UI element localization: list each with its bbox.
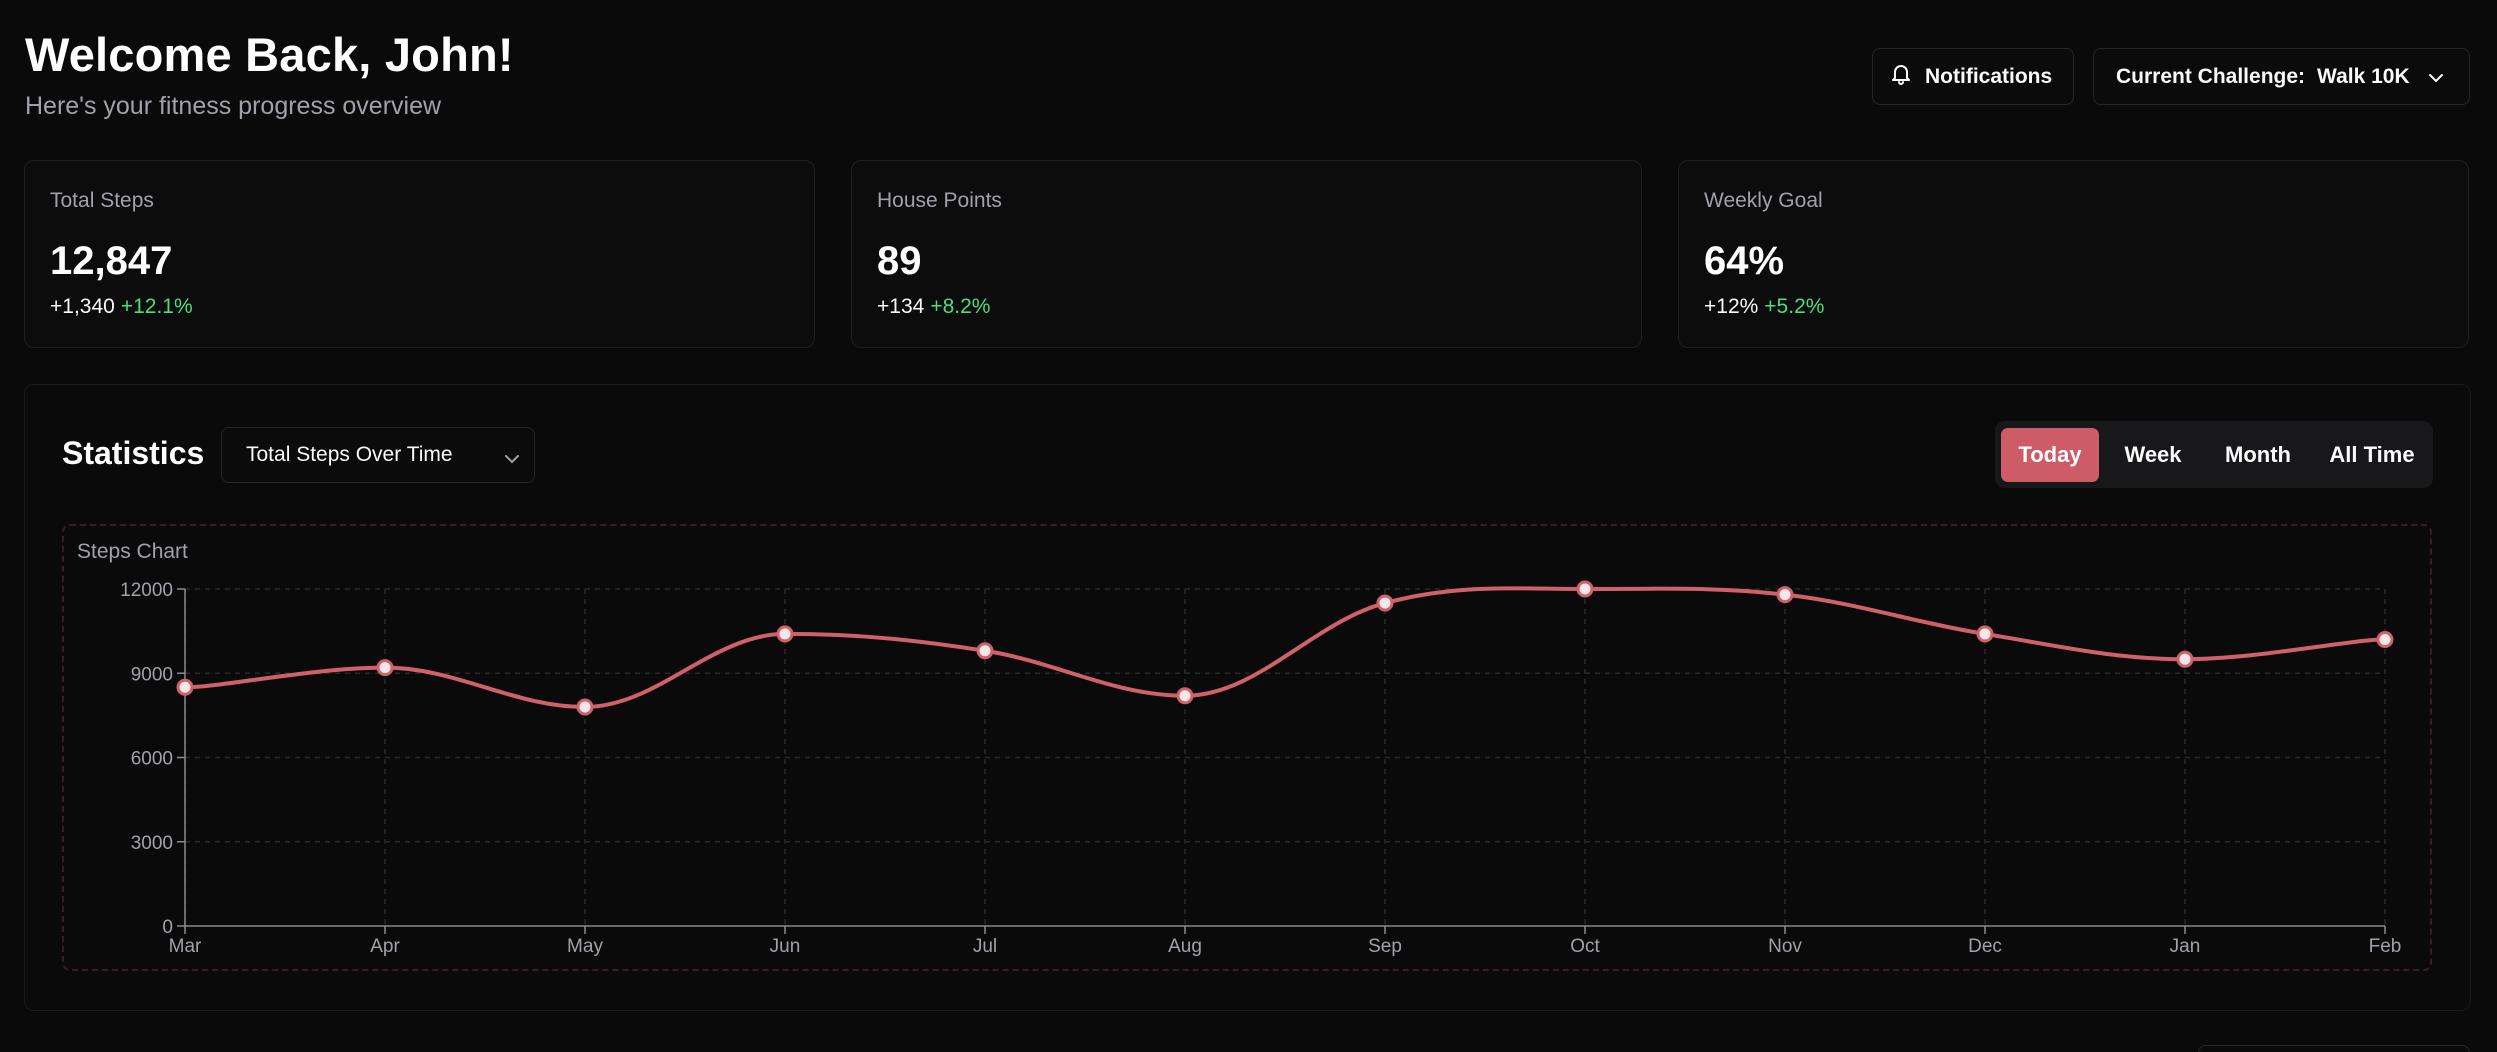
card-delta-abs: +1,340 xyxy=(50,295,115,318)
data-point[interactable] xyxy=(976,642,994,660)
current-challenge-dropdown[interactable]: Current Challenge: Walk 10K xyxy=(2093,48,2470,105)
challenge-value: Walk 10K xyxy=(2317,64,2410,88)
time-range-tabs: Today Week Month All Time xyxy=(1995,421,2433,488)
chart-container xyxy=(62,524,2432,971)
y-tick-label: 9000 xyxy=(131,664,173,685)
bell-icon xyxy=(1891,63,1911,91)
x-tick-label: Sep xyxy=(1368,936,1402,957)
x-tick-label: Jul xyxy=(973,936,997,957)
tab-all-time[interactable]: All Time xyxy=(2329,441,2415,467)
data-point[interactable] xyxy=(1776,586,1794,604)
x-tick-label: May xyxy=(567,936,603,957)
notifications-label: Notifications xyxy=(1925,64,2053,88)
series-line xyxy=(184,586,2386,709)
statistics-panel xyxy=(24,384,2471,1011)
data-point[interactable] xyxy=(1576,580,1594,598)
card-weekly-goal: Weekly Goal 64% +12% +5.2% xyxy=(1678,160,2469,348)
card-label: House Points xyxy=(877,189,1002,212)
card-delta: +12% +5.2% xyxy=(1704,295,1824,319)
card-delta-pct: +8.2% xyxy=(930,295,991,318)
data-point[interactable] xyxy=(776,625,794,643)
card-label: Total Steps xyxy=(50,189,154,212)
card-delta-abs: +134 xyxy=(877,295,925,318)
tab-week[interactable]: Week xyxy=(2124,441,2182,467)
tab-today[interactable]: Today xyxy=(2001,427,2099,482)
data-point[interactable] xyxy=(1376,594,1394,612)
x-tick-label: Nov xyxy=(1768,936,1802,957)
y-tick-label: 3000 xyxy=(131,833,173,854)
chevron-down-icon xyxy=(2428,65,2444,89)
challenge-prefix: Current Challenge: xyxy=(2116,64,2306,88)
tab-month[interactable]: Month xyxy=(2225,441,2291,467)
data-point[interactable] xyxy=(1176,687,1194,705)
x-tick-label: Jan xyxy=(2170,936,2201,957)
x-tick-label: Feb xyxy=(2369,936,2402,957)
statistics-title: Statistics xyxy=(62,435,205,471)
y-tick-label: 12000 xyxy=(120,580,173,601)
card-delta-pct: +5.2% xyxy=(1764,295,1825,318)
data-point[interactable] xyxy=(2376,631,2394,649)
page-subtitle: Here's your fitness progress overview xyxy=(25,92,442,120)
y-tick-label: 0 xyxy=(162,917,173,938)
card-value: 12,847 xyxy=(50,239,173,283)
card-delta-abs: +12% xyxy=(1704,295,1759,318)
data-point[interactable] xyxy=(1976,625,1994,643)
card-delta-pct: +12.1% xyxy=(120,295,193,318)
x-tick-label: Dec xyxy=(1968,936,2002,957)
card-house-points: House Points 89 +134 +8.2% xyxy=(851,160,1642,348)
metric-select-value: Total Steps Over Time xyxy=(246,443,453,466)
chart-title: Steps Chart xyxy=(77,540,188,563)
chevron-down-icon xyxy=(504,446,520,470)
data-point[interactable] xyxy=(2176,650,2194,668)
data-point[interactable] xyxy=(576,698,594,716)
notifications-button[interactable]: Notifications xyxy=(1872,48,2074,105)
card-delta: +134 +8.2% xyxy=(877,295,990,319)
x-tick-label: Mar xyxy=(169,936,202,957)
metric-select[interactable]: Total Steps Over Time xyxy=(221,427,535,483)
data-point[interactable] xyxy=(176,678,194,696)
card-label: Weekly Goal xyxy=(1704,189,1823,212)
card-total-steps: Total Steps 12,847 +1,340 +12.1% xyxy=(24,160,815,348)
data-point[interactable] xyxy=(376,659,394,677)
partial-element xyxy=(2198,1045,2470,1052)
x-tick-label: Aug xyxy=(1168,936,1202,957)
card-value: 64% xyxy=(1704,239,1785,283)
x-tick-label: Apr xyxy=(370,936,400,957)
card-delta: +1,340 +12.1% xyxy=(50,295,193,319)
x-tick-label: Jun xyxy=(770,936,801,957)
y-tick-label: 6000 xyxy=(131,749,173,770)
x-tick-label: Oct xyxy=(1570,936,1600,957)
card-value: 89 xyxy=(877,239,922,283)
page-title: Welcome Back, John! xyxy=(25,28,514,81)
